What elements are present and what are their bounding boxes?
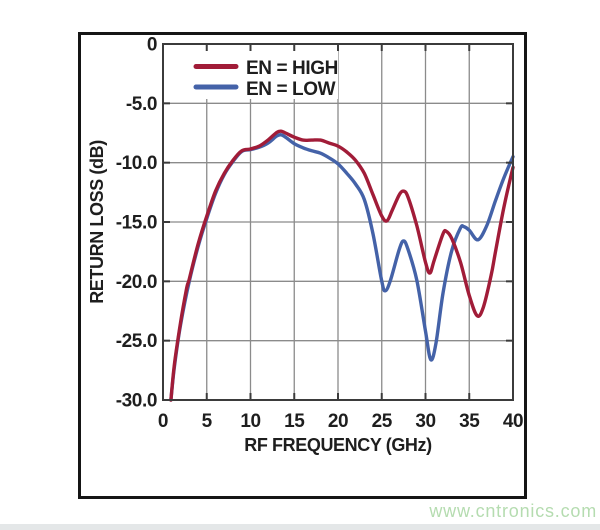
y-tick-label: 0	[147, 35, 157, 56]
y-axis-title: RETURN LOSS (dB)	[87, 140, 107, 304]
x-tick-label: 40	[503, 411, 523, 432]
x-tick-label: 0	[158, 411, 168, 432]
x-axis-title: RF FREQUENCY (GHz)	[244, 435, 432, 455]
legend	[193, 64, 239, 90]
legend-label-en-low: EN = LOW	[246, 79, 336, 100]
y-tick-label: -30.0	[116, 391, 157, 412]
y-tick-label: -10.0	[116, 153, 157, 174]
y-tick-label: -5.0	[126, 94, 157, 115]
watermark: www.cntronics.com	[429, 501, 597, 521]
x-tick-label: 35	[459, 411, 480, 432]
legend-background	[192, 50, 338, 99]
x-tick-label: 30	[415, 411, 435, 432]
y-tick-label: -15.0	[116, 213, 157, 234]
axis-ticks	[163, 44, 513, 400]
legend-label-en-high: EN = HIGH	[246, 58, 338, 79]
x-tick-label: 15	[284, 411, 305, 432]
x-tick-label: 10	[240, 411, 260, 432]
series-path-en-high	[169, 129, 515, 402]
x-tick-label: 5	[202, 411, 213, 432]
x-tick-label: 20	[328, 411, 348, 432]
x-tick-label: 25	[372, 411, 393, 432]
series-curves	[169, 129, 515, 402]
y-tick-label: -25.0	[116, 331, 157, 352]
figure-frame	[78, 32, 527, 499]
y-tick-label: -20.0	[116, 272, 157, 293]
page-bottom-strip	[0, 524, 600, 530]
